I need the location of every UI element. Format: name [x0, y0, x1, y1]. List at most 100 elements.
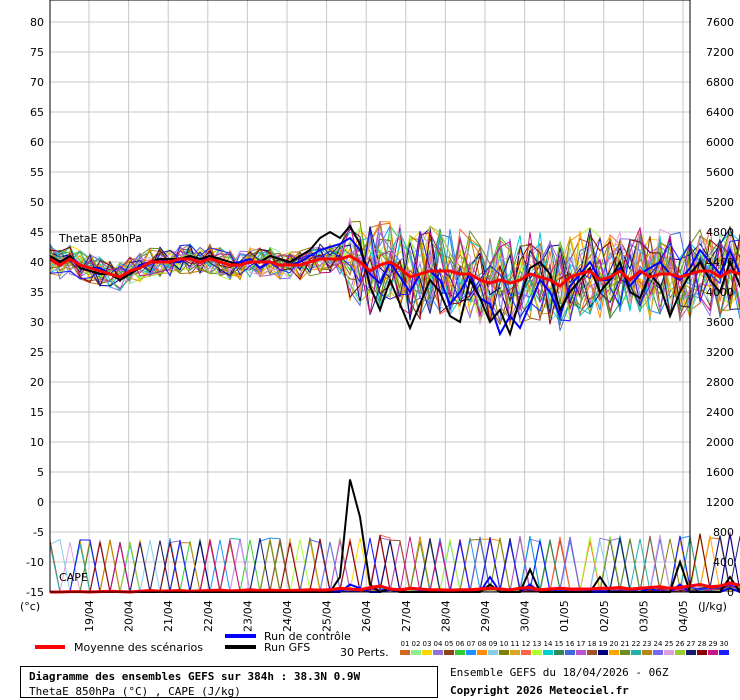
pert-legend-number: 28 [698, 640, 707, 648]
left-tick-label: 20 [30, 376, 44, 389]
pert-line [49, 228, 740, 319]
pert-legend-swatch [697, 650, 707, 655]
left-tick-label: 15 [30, 406, 44, 419]
pert-legend-number: 06 [456, 640, 465, 648]
pert-legend-swatch [400, 650, 410, 655]
right-tick-label: 0 [727, 586, 734, 599]
right-tick-label: 800 [713, 526, 734, 539]
pert-legend-swatch [411, 650, 421, 655]
left-axis-unit: (°c) [20, 600, 40, 613]
left-tick-label: 5 [37, 466, 44, 479]
x-tick-label: 24/04 [281, 600, 294, 632]
pert-legend-swatch [598, 650, 608, 655]
left-tick-label: 50 [30, 196, 44, 209]
cape-pert-line [49, 534, 740, 593]
pert-legend-number: 11 [511, 640, 520, 648]
pert-legend-swatch [466, 650, 476, 655]
pert-legend-number: 29 [709, 640, 718, 648]
pert-legend-swatch [620, 650, 630, 655]
right-tick-label: 400 [713, 556, 734, 569]
pert-legend-swatch [609, 650, 619, 655]
pert-line [49, 224, 740, 320]
right-tick-label: 5200 [706, 196, 734, 209]
x-tick-label: 22/04 [202, 600, 215, 632]
x-tick-label: 21/04 [162, 600, 175, 632]
info-box: Diagramme des ensembles GEFS sur 384h : … [20, 666, 438, 698]
pert-legend-swatch [499, 650, 509, 655]
x-tick-label: 27/04 [400, 600, 413, 632]
pert-legend-swatch [521, 650, 531, 655]
pert-legend-swatch [675, 650, 685, 655]
x-tick-label: 20/04 [123, 600, 136, 632]
right-tick-label: 7600 [706, 16, 734, 29]
pert-legend-number: 15 [555, 640, 564, 648]
pert-legend-number: 22 [632, 640, 641, 648]
pert-legend-swatch [455, 650, 465, 655]
pert-legend-swatch [477, 650, 487, 655]
pert-legend-swatch [587, 650, 597, 655]
cape-mean-line [50, 581, 740, 594]
left-tick-label: 25 [30, 346, 44, 359]
x-tick-label: 03/05 [637, 600, 650, 632]
left-tick-label: 0 [37, 496, 44, 509]
info-subtitle: ThetaE 850hPa (°C) , CAPE (J/kg) [29, 685, 241, 698]
left-tick-label: 35 [30, 286, 44, 299]
pert-legend-swatch [510, 650, 520, 655]
pert-legend-number: 30 [720, 640, 729, 648]
left-tick-label: -10 [26, 556, 44, 569]
right-tick-label: 6800 [706, 76, 734, 89]
copyright: Copyright 2026 Meteociel.fr [450, 684, 629, 697]
pert-legend-swatch [532, 650, 542, 655]
pert-legend-number: 13 [533, 640, 542, 648]
info-title: Diagramme des ensembles GEFS sur 384h : … [29, 670, 361, 683]
grid [50, 0, 690, 592]
pert-legend-number: 01 [401, 640, 410, 648]
x-tick-label: 25/04 [321, 600, 334, 632]
cape-perturbation-lines [49, 531, 740, 593]
thetae-panel-label: ThetaE 850hPa [58, 232, 142, 245]
pert-legend-number: 04 [434, 640, 443, 648]
pert-legend-number: 16 [566, 640, 575, 648]
right-tick-label: 7200 [706, 46, 734, 59]
right-tick-label: 3600 [706, 316, 734, 329]
pert-legend-number: 23 [643, 640, 652, 648]
left-tick-label: 45 [30, 226, 44, 239]
pert-legend: 01 02 03 04 05 06 07 08 09 10 11 12 13 14 15 16 17 18 19 20… [400, 640, 729, 655]
legend-control-label: Run de contrôle [264, 630, 351, 643]
x-axis-ticks: 19/04 20/04 21/04 22/04 23/04 24/04 25/04 26/04… [83, 600, 690, 632]
x-tick-label: 19/04 [83, 600, 96, 632]
pert-legend-swatch [488, 650, 498, 655]
right-tick-label: 4000 [706, 286, 734, 299]
right-tick-label: 6400 [706, 106, 734, 119]
pert-legend-number: 02 [412, 640, 421, 648]
right-tick-label: 6000 [706, 136, 734, 149]
left-tick-label: 75 [30, 46, 44, 59]
left-tick-label: 55 [30, 166, 44, 179]
pert-legend-number: 05 [445, 640, 454, 648]
legend-mean-label: Moyenne des scénarios [74, 641, 203, 654]
right-axis-unit: (J/kg) [698, 600, 727, 613]
left-tick-label: 65 [30, 106, 44, 119]
pert-legend-number: 14 [544, 640, 553, 648]
x-tick-label: 04/05 [677, 600, 690, 632]
left-tick-label: 60 [30, 136, 44, 149]
left-tick-label: 10 [30, 436, 44, 449]
pert-legend-swatch [719, 650, 729, 655]
pert-legend-swatch [422, 650, 432, 655]
pert-legend-number: 12 [522, 640, 531, 648]
right-axis-ticks: 7600720068006400600056005200480044004000… [706, 16, 734, 599]
pert-line [49, 217, 740, 325]
right-tick-label: 5600 [706, 166, 734, 179]
cape-panel-label: CAPE [59, 571, 88, 584]
pert-legend-swatch [444, 650, 454, 655]
left-tick-label: 70 [30, 76, 44, 89]
left-tick-label: 80 [30, 16, 44, 29]
pert-legend-swatch [565, 650, 575, 655]
right-tick-label: 3200 [706, 346, 734, 359]
pert-legend-swatch [653, 650, 663, 655]
x-tick-label: 30/04 [519, 600, 532, 632]
pert-legend-number: 24 [654, 640, 663, 648]
pert-legend-swatch [686, 650, 696, 655]
